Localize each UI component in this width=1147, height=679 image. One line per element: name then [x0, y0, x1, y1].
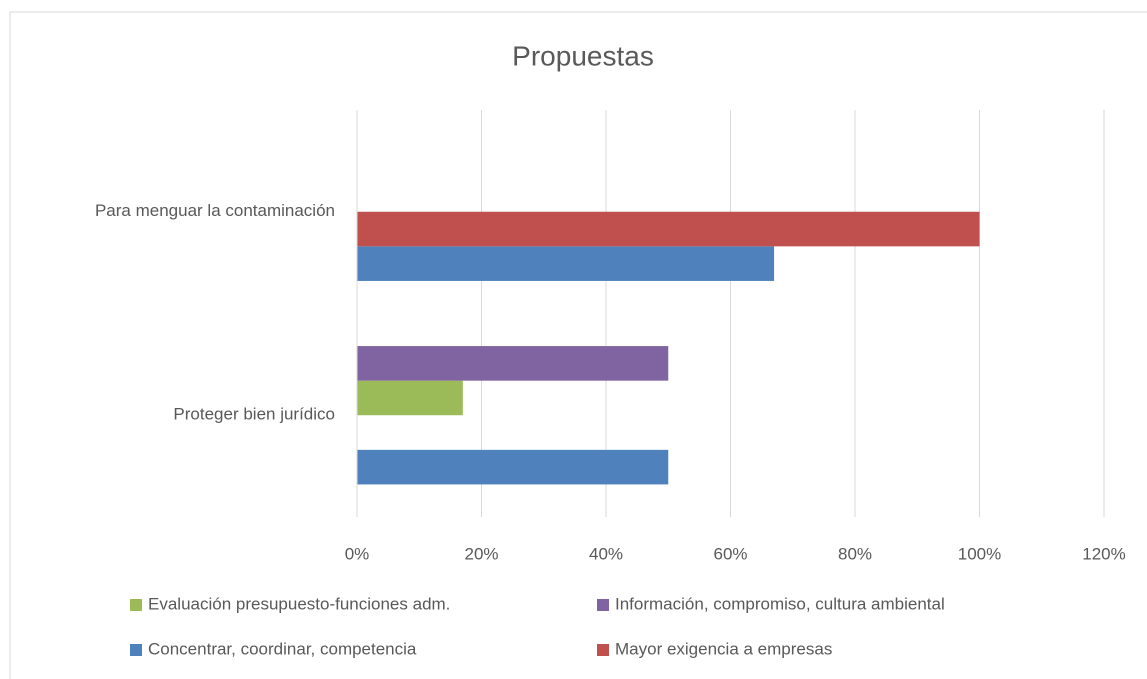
x-tick-label: 0% [345, 544, 370, 563]
legend-label: Concentrar, coordinar, competencia [148, 639, 417, 658]
legend-label: Evaluación presupuesto-funciones adm. [148, 594, 450, 613]
legend-swatch [130, 599, 142, 611]
x-tick-label: 20% [464, 544, 498, 563]
legend-swatch [597, 644, 609, 656]
y-tick-label: Proteger bien jurídico [173, 405, 335, 424]
legend-swatch [597, 599, 609, 611]
x-tick-label: 80% [838, 544, 872, 563]
y-tick-label: Para menguar la contaminación [95, 201, 335, 220]
bar [357, 346, 669, 381]
x-tick-label: 60% [713, 544, 747, 563]
x-tick-label: 100% [958, 544, 1001, 563]
bar [357, 449, 669, 485]
legend-label: Información, compromiso, cultura ambient… [615, 594, 945, 613]
bar [357, 380, 463, 416]
chart-title: Propuestas [512, 40, 654, 71]
x-tick-label: 40% [589, 544, 623, 563]
bar [357, 211, 980, 247]
legend-label: Mayor exigencia a empresas [615, 639, 832, 658]
x-tick-label: 120% [1082, 544, 1125, 563]
bar [357, 246, 775, 281]
chart-frame [9, 11, 1147, 679]
legend-swatch [130, 644, 142, 656]
